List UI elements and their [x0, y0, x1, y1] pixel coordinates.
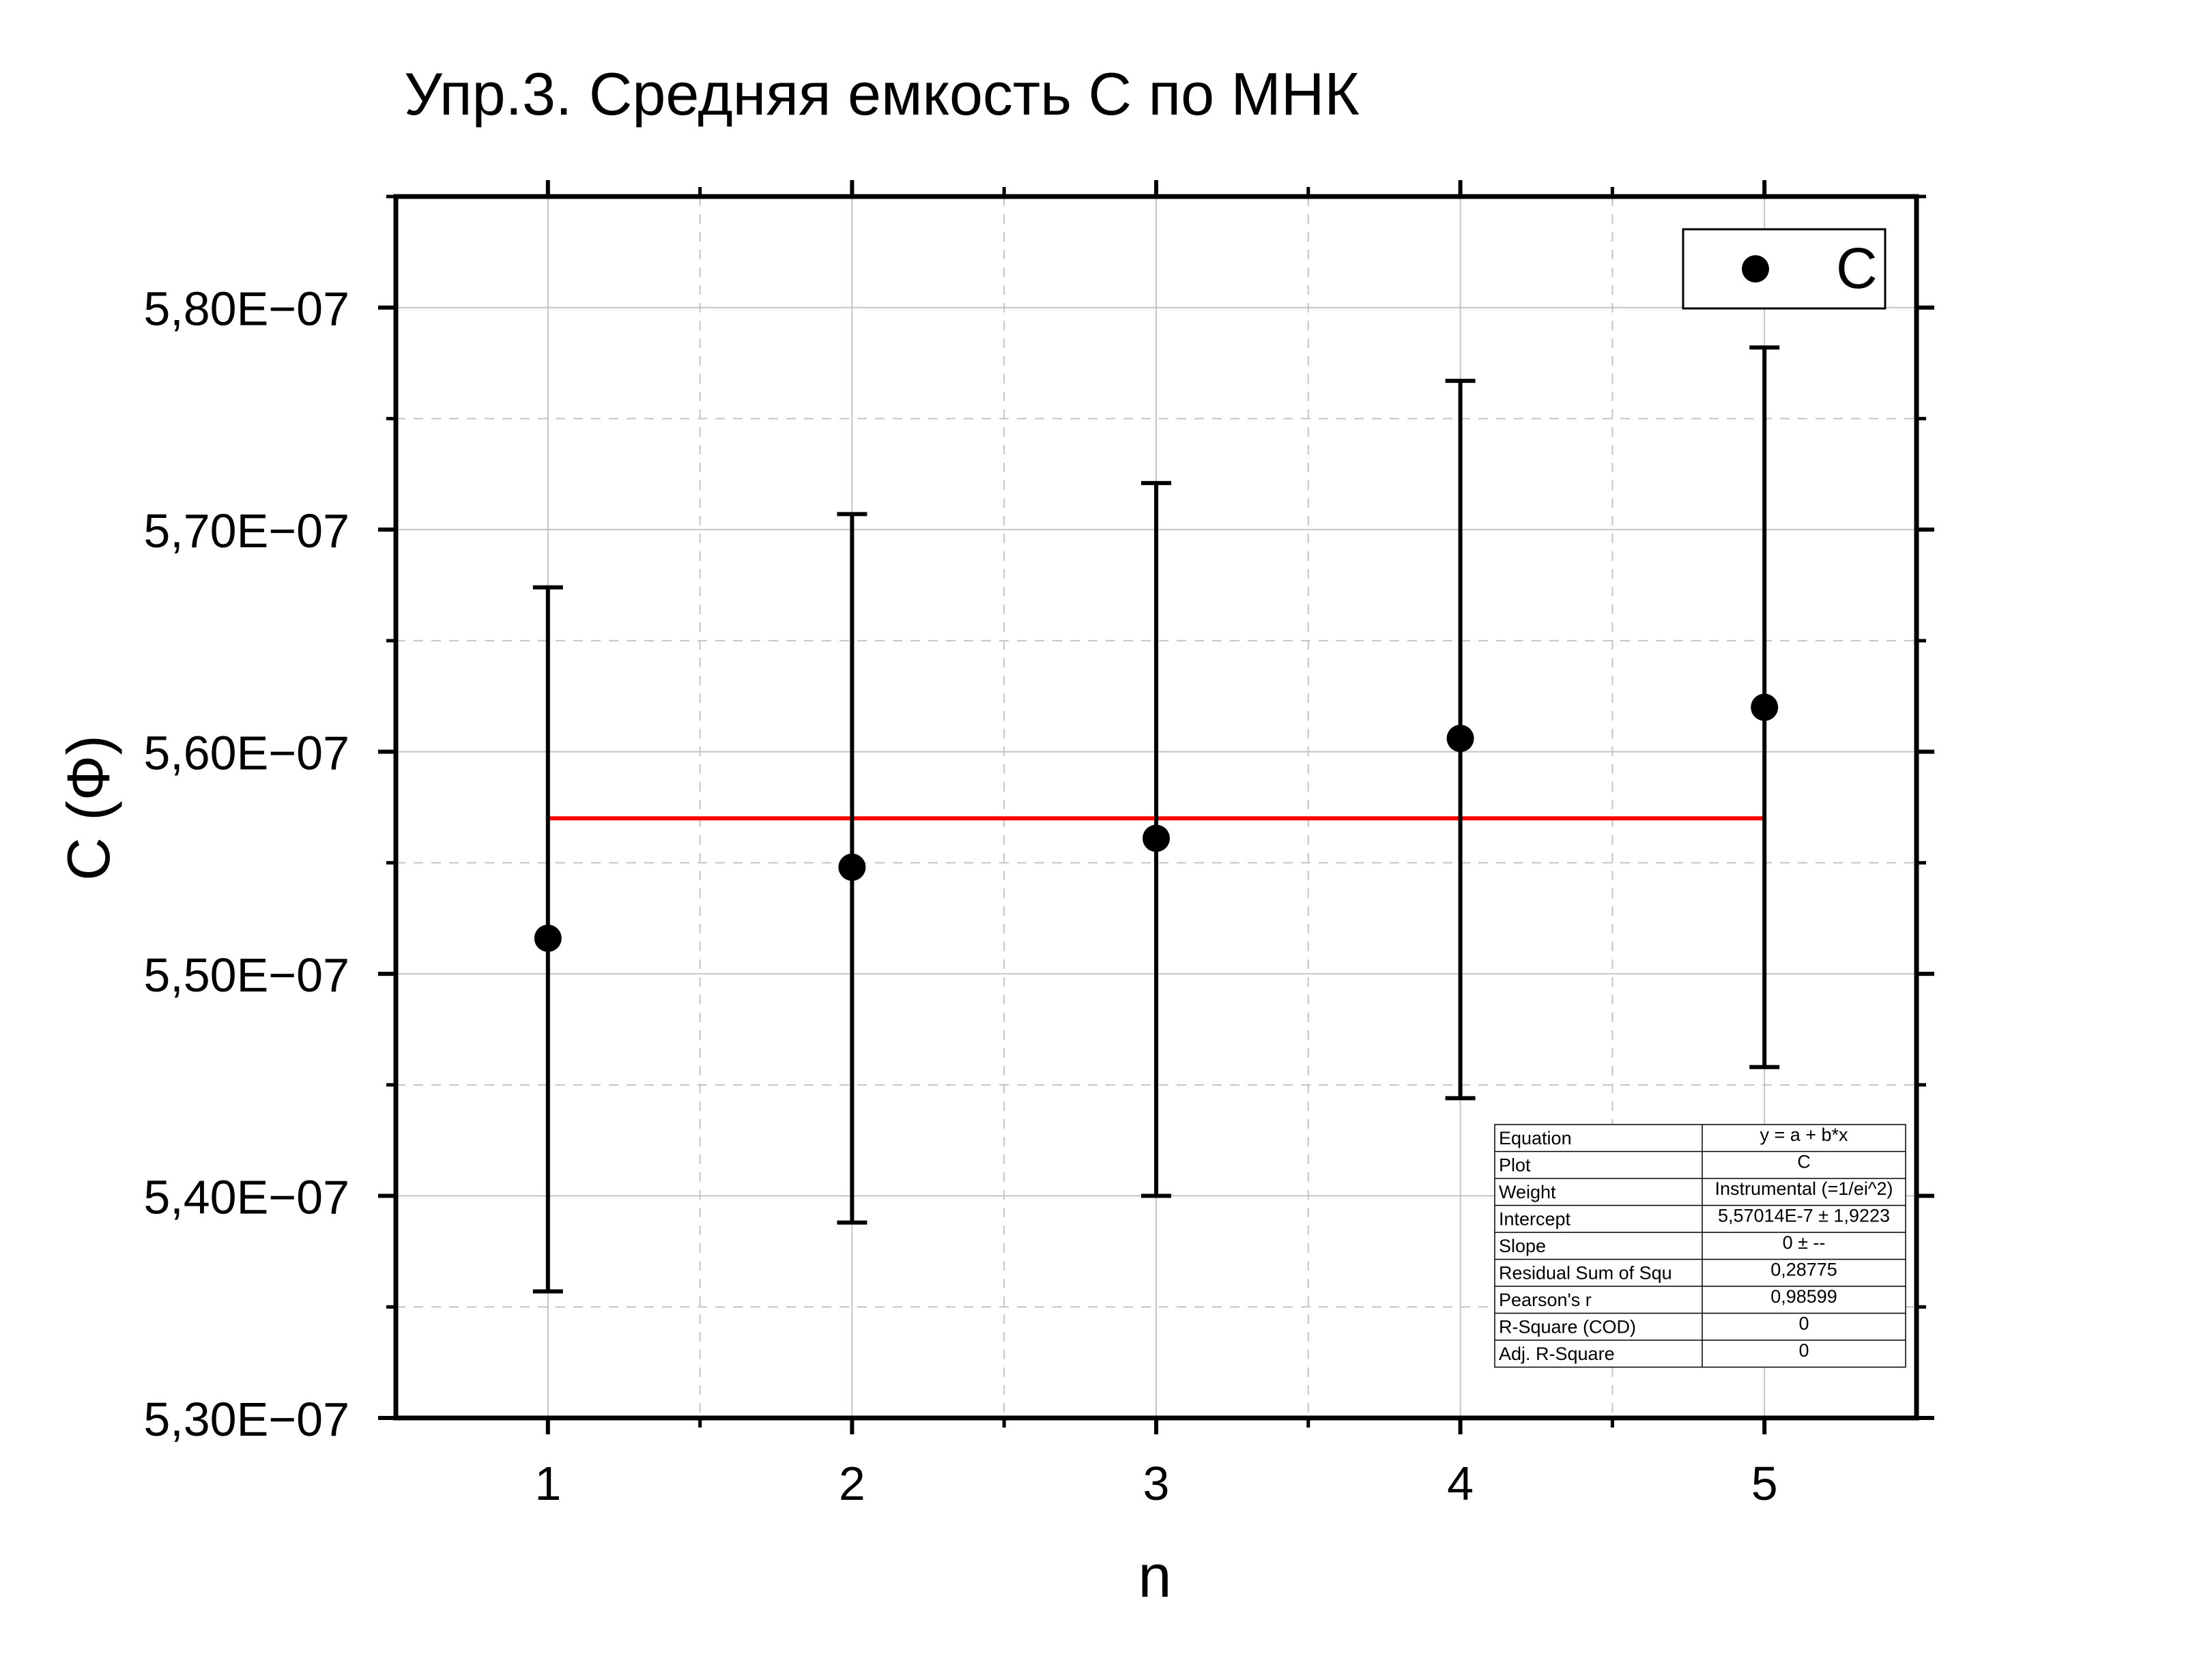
data-point [1751, 693, 1779, 721]
legend: C [1682, 228, 1886, 310]
y-tick-label: 5,50E−07 [143, 948, 349, 1002]
stats-value: y = a + b*x [1760, 1125, 1848, 1145]
stats-key: Weight [1499, 1182, 1556, 1202]
legend-label: C [1836, 236, 1878, 300]
stats-value: 0 ± -- [1783, 1232, 1826, 1253]
stats-key: Pearson's r [1499, 1290, 1592, 1310]
stats-key: R-Square (COD) [1499, 1317, 1636, 1337]
chart-title: Упр.3. Средняя емкость С по МНК [404, 60, 1360, 128]
x-tick-label: 1 [534, 1457, 561, 1510]
data-point [534, 925, 562, 953]
y-axis-title: С (Ф) [55, 735, 122, 881]
data-point [1446, 725, 1474, 753]
y-tick-label: 5,80E−07 [143, 283, 349, 336]
stats-value: Instrumental (=1/ei^2) [1715, 1178, 1893, 1199]
data-point [1143, 824, 1170, 852]
stats-table: Equation y = a + b*x Plot C Weight Instrument… [1494, 1124, 1906, 1368]
legend-box [1682, 228, 1886, 310]
x-axis-ticks: 1 2 3 4 5 [534, 180, 1778, 1510]
x-tick-label: 5 [1751, 1457, 1778, 1510]
stats-value: 0 [1798, 1340, 1809, 1361]
y-tick-label: 5,60E−07 [143, 727, 349, 780]
stats-value: 5,57014E-7 ± 1,9223 [1718, 1206, 1890, 1226]
x-tick-label: 3 [1143, 1457, 1170, 1510]
stats-key: Intercept [1499, 1209, 1571, 1230]
y-tick-label: 5,70E−07 [143, 504, 349, 557]
x-axis-title: n [1138, 1542, 1172, 1610]
data-points [534, 693, 1779, 953]
y-axis-ticks: 5,30E−07 5,40E−07 5,50E−07 5,60E−07 5,70E−07… [143, 194, 1934, 1446]
stats-value: 0,28775 [1770, 1260, 1837, 1280]
y-tick-label: 5,30E−07 [143, 1393, 349, 1446]
stats-value: 0,98599 [1770, 1286, 1837, 1307]
stats-key: Equation [1499, 1128, 1572, 1148]
stats-key: Adj. R-Square [1499, 1344, 1615, 1364]
data-point [838, 853, 866, 881]
legend-marker [1742, 255, 1769, 283]
y-tick-label: 5,40E−07 [143, 1171, 349, 1224]
x-tick-label: 4 [1447, 1457, 1474, 1510]
stats-value: 0 [1798, 1314, 1809, 1334]
x-tick-label: 2 [839, 1457, 865, 1510]
stats-key: Slope [1499, 1236, 1546, 1256]
stats-table-box [1494, 1124, 1906, 1368]
stats-key: Residual Sum of Squ [1499, 1263, 1672, 1284]
stats-key: Plot [1499, 1155, 1531, 1176]
stats-value: C [1797, 1152, 1811, 1172]
